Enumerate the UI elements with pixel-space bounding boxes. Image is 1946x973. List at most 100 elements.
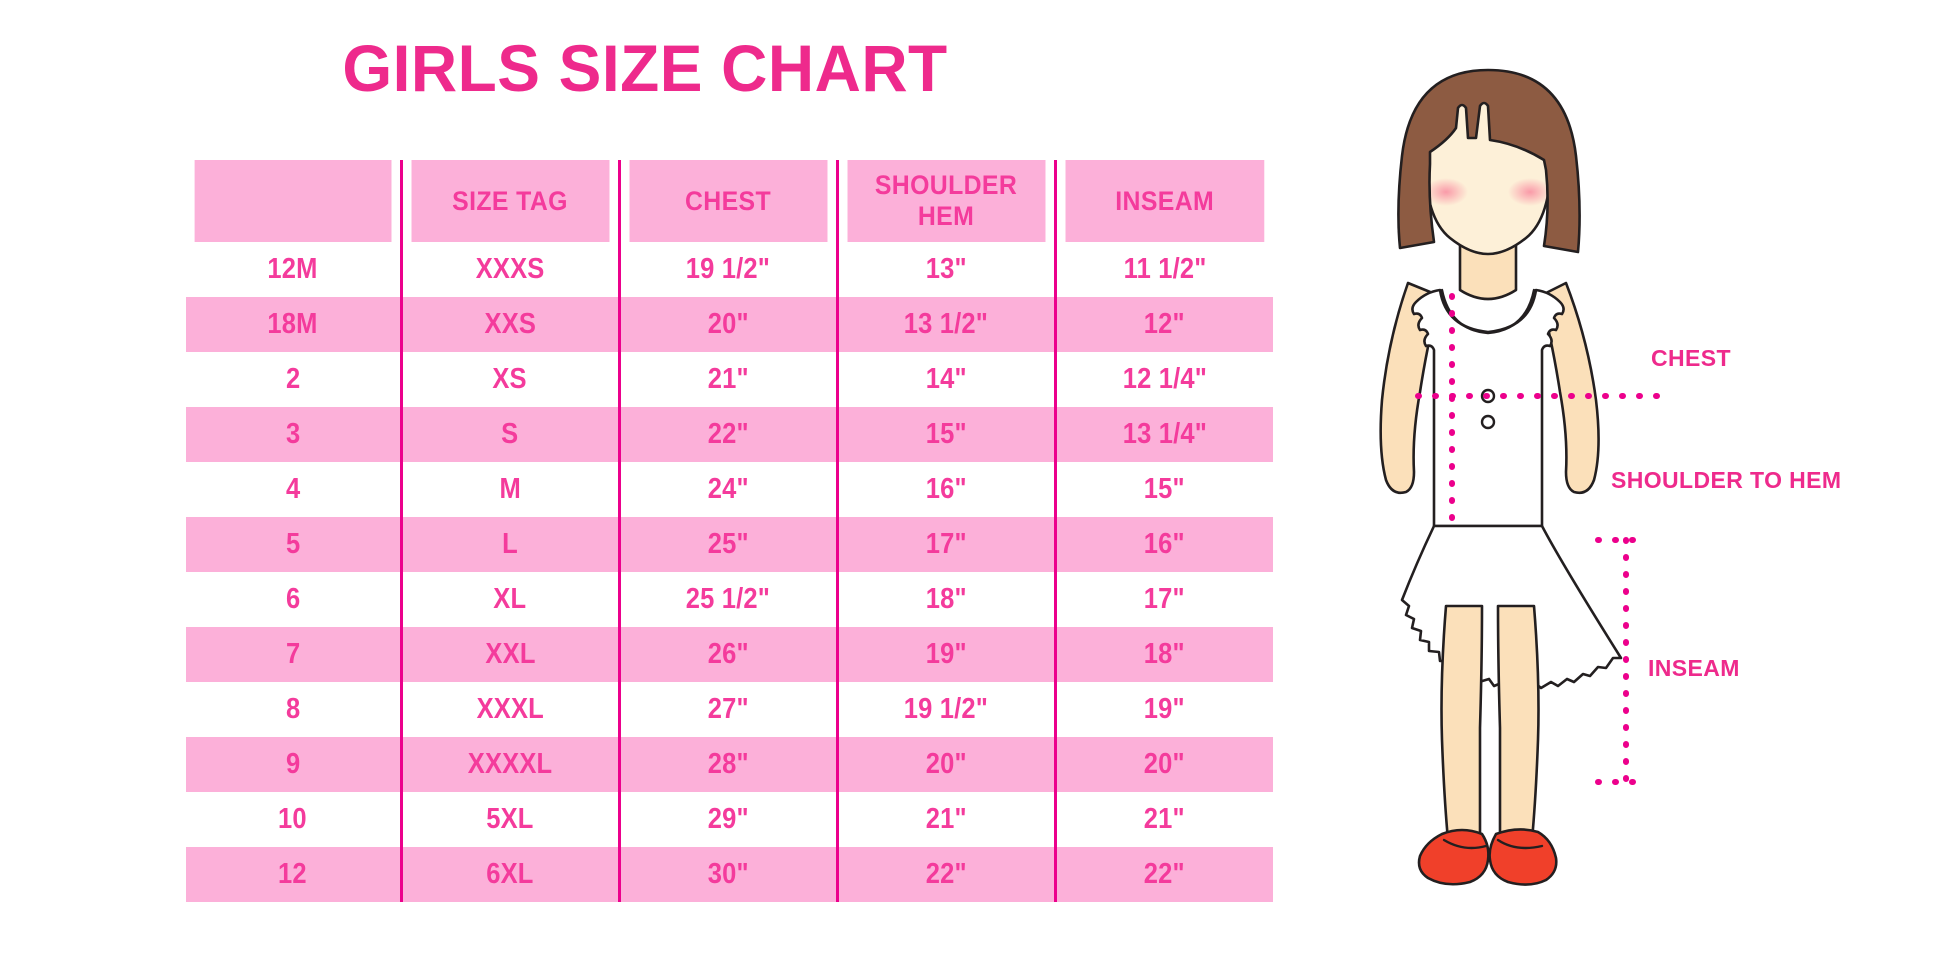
table-cell-size: 5 xyxy=(186,517,403,572)
cell-value: 24" xyxy=(707,473,749,505)
table-cell-shoulder-hem: 13" xyxy=(837,242,1057,297)
cell-value: 15" xyxy=(925,418,967,450)
cell-value: 13 1/4" xyxy=(1122,418,1207,450)
girl-figure-illustration xyxy=(1330,40,1710,920)
column-header-inseam: INSEAM xyxy=(1063,160,1265,242)
cell-value: XL xyxy=(493,583,527,615)
table-cell-size: 2 xyxy=(186,352,403,407)
table-header: SIZE TAG CHEST SHOULDER HEM INSEAM xyxy=(186,160,1273,242)
cell-value: 10 xyxy=(278,803,308,835)
table-cell-size-tag: S xyxy=(401,407,621,462)
measurement-label-chest: CHEST xyxy=(1651,345,1731,371)
table-cell-size-tag: XL xyxy=(401,572,621,627)
cell-value: 5XL xyxy=(486,803,534,835)
table-cell-size: 8 xyxy=(186,682,403,737)
cell-value: 6XL xyxy=(486,858,534,890)
table-cell-size-tag: L xyxy=(401,517,621,572)
table-row: 5 L 25" 17" 16" xyxy=(186,517,1273,572)
table-cell-chest: 19 1/2" xyxy=(619,242,839,297)
cell-value: 5 xyxy=(285,528,300,560)
cell-value: 25 1/2" xyxy=(685,583,771,615)
table-cell-inseam: 11 1/2" xyxy=(1055,242,1273,297)
table-cell-chest: 29" xyxy=(619,792,839,847)
column-header-size-tag: SIZE TAG xyxy=(409,160,612,242)
cell-value: 18M xyxy=(267,308,318,340)
table-cell-chest: 25 1/2" xyxy=(619,572,839,627)
cell-value: S xyxy=(501,418,519,450)
table-cell-size-tag: M xyxy=(401,462,621,517)
table-cell-chest: 27" xyxy=(619,682,839,737)
table-cell-size: 12 xyxy=(186,847,403,902)
table-cell-chest: 20" xyxy=(619,297,839,352)
table-cell-chest: 22" xyxy=(619,407,839,462)
cell-value: 12 1/4" xyxy=(1122,363,1207,395)
cell-value: 17" xyxy=(925,528,967,560)
cell-value: 20" xyxy=(925,748,967,780)
table-row: 9 XXXXL 28" 20" 20" xyxy=(186,737,1273,792)
table-cell-chest: 28" xyxy=(619,737,839,792)
cell-value: 12" xyxy=(1144,308,1186,340)
cell-value: 16" xyxy=(1144,528,1186,560)
cell-value: 9 xyxy=(285,748,300,780)
cell-value: M xyxy=(499,473,521,505)
table-cell-chest: 26" xyxy=(619,627,839,682)
cell-value: 4 xyxy=(285,473,300,505)
table-cell-size-tag: 6XL xyxy=(401,847,621,902)
cell-value: 8 xyxy=(285,693,300,725)
size-chart-table: SIZE TAG CHEST SHOULDER HEM INSEAM 12M XX… xyxy=(186,160,1273,902)
table-row: 12M XXXS 19 1/2" 13" 11 1/2" xyxy=(186,242,1273,297)
cell-value: 16" xyxy=(925,473,967,505)
table-cell-size-tag: 5XL xyxy=(401,792,621,847)
column-header-chest: CHEST xyxy=(627,160,830,242)
table-row: 18M XXS 20" 13 1/2" 12" xyxy=(186,297,1273,352)
table-row: 2 XS 21" 14" 12 1/4" xyxy=(186,352,1273,407)
cell-value: 19 1/2" xyxy=(903,693,989,725)
cell-value: 28" xyxy=(707,748,749,780)
cell-value: 22" xyxy=(707,418,749,450)
cell-value: 6 xyxy=(285,583,300,615)
table-cell-inseam: 17" xyxy=(1055,572,1273,627)
cell-value: 21" xyxy=(1144,803,1186,835)
table-cell-chest: 25" xyxy=(619,517,839,572)
table-cell-size: 12M xyxy=(186,242,403,297)
table-cell-size-tag: XXXXL xyxy=(401,737,621,792)
cell-value: 18" xyxy=(1144,638,1186,670)
measurement-label-inseam: INSEAM xyxy=(1648,655,1740,681)
table-cell-shoulder-hem: 17" xyxy=(837,517,1057,572)
cell-value: L xyxy=(502,528,518,560)
cell-value: 19" xyxy=(925,638,967,670)
cell-value: XXXL xyxy=(476,693,544,725)
table-cell-size: 4 xyxy=(186,462,403,517)
table-cell-inseam: 20" xyxy=(1055,737,1273,792)
cell-value: 3 xyxy=(285,418,300,450)
cell-value: 17" xyxy=(1144,583,1186,615)
cell-value: 13" xyxy=(925,253,967,285)
cell-value: XS xyxy=(492,363,528,395)
table-cell-inseam: 13 1/4" xyxy=(1055,407,1273,462)
table-cell-shoulder-hem: 20" xyxy=(837,737,1057,792)
table-cell-shoulder-hem: 22" xyxy=(837,847,1057,902)
cell-value: 19 1/2" xyxy=(685,253,771,285)
table-row: 10 5XL 29" 21" 21" xyxy=(186,792,1273,847)
cell-value: 14" xyxy=(925,363,967,395)
table-cell-size-tag: XXXL xyxy=(401,682,621,737)
table-row: 3 S 22" 15" 13 1/4" xyxy=(186,407,1273,462)
table-cell-chest: 30" xyxy=(619,847,839,902)
table-row: 4 M 24" 16" 15" xyxy=(186,462,1273,517)
table-cell-inseam: 21" xyxy=(1055,792,1273,847)
table-cell-inseam: 18" xyxy=(1055,627,1273,682)
cell-value: 25" xyxy=(707,528,749,560)
cell-value: 15" xyxy=(1144,473,1186,505)
table-cell-inseam: 22" xyxy=(1055,847,1273,902)
table-row: 12 6XL 30" 22" 22" xyxy=(186,847,1273,902)
table-cell-inseam: 16" xyxy=(1055,517,1273,572)
page-title: GIRLS SIZE CHART xyxy=(342,31,948,105)
cell-value: 20" xyxy=(707,308,749,340)
cell-value: 27" xyxy=(707,693,749,725)
cell-value: 29" xyxy=(707,803,749,835)
table-row: 8 XXXL 27" 19 1/2" 19" xyxy=(186,682,1273,737)
table-cell-inseam: 15" xyxy=(1055,462,1273,517)
table-cell-size-tag: XXS xyxy=(401,297,621,352)
cell-value: 21" xyxy=(707,363,749,395)
table-cell-shoulder-hem: 13 1/2" xyxy=(837,297,1057,352)
